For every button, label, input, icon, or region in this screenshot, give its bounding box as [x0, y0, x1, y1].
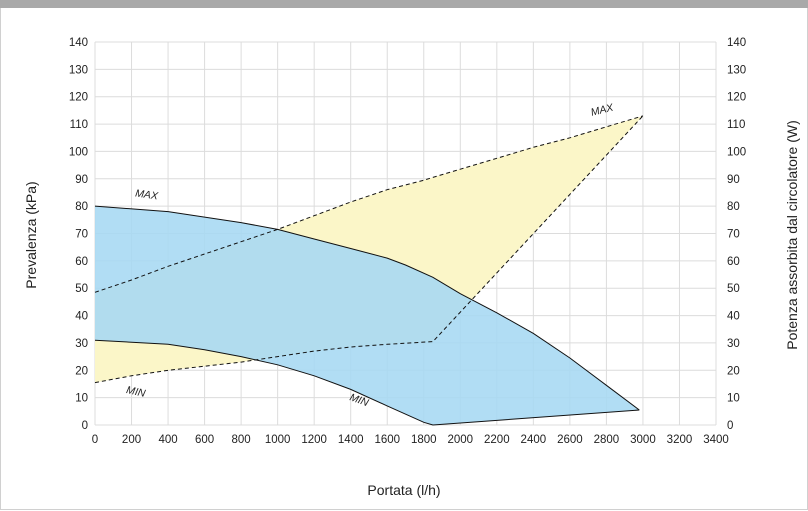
- head-max-line: [94, 205, 640, 411]
- x-tick-label: 2000: [447, 434, 473, 446]
- x-axis-title: Portata (l/h): [367, 482, 440, 498]
- y-tick-label-left: 60: [75, 256, 88, 268]
- power-max-label: MAX: [590, 101, 616, 118]
- x-tick-label: 1600: [374, 434, 400, 446]
- x-tick-label: 3000: [630, 434, 656, 446]
- y-tick-label-right: 0: [727, 420, 733, 432]
- y-axis-title-right: Potenza assorbita dal circolatore (W): [784, 120, 800, 350]
- x-tick-label: 2200: [484, 434, 510, 446]
- x-tick-label: 400: [158, 434, 177, 446]
- y-tick-label-left: 70: [75, 229, 88, 241]
- y-tick-label-right: 90: [727, 174, 740, 186]
- power-min-line: [94, 115, 644, 384]
- x-tick-label: 1800: [411, 434, 437, 446]
- head-area: [95, 206, 640, 425]
- y-tick-label-left: 0: [82, 420, 88, 432]
- power-max-line: [94, 115, 644, 293]
- y-tick-label-right: 100: [727, 146, 746, 158]
- head-min-line: [94, 339, 640, 426]
- x-tick-label: 1200: [301, 434, 327, 446]
- x-tick-label: 1000: [265, 434, 291, 446]
- y-tick-label-left: 140: [69, 37, 88, 49]
- x-tick-label: 2600: [557, 434, 583, 446]
- y-tick-label-right: 110: [727, 119, 745, 131]
- y-tick-label-left: 120: [69, 92, 88, 104]
- y-tick-label-left: 130: [69, 64, 88, 76]
- y-tick-label-right: 140: [727, 37, 746, 49]
- y-tick-label-right: 30: [727, 338, 740, 350]
- x-tick-label: 1400: [338, 434, 364, 446]
- y-tick-label-right: 60: [727, 256, 740, 268]
- y-tick-label-right: 120: [727, 92, 746, 104]
- y-tick-label-left: 100: [69, 146, 88, 158]
- y-tick-label-right: 20: [727, 365, 740, 377]
- y-tick-label-right: 130: [727, 64, 746, 76]
- y-tick-label-left: 30: [75, 338, 88, 350]
- y-tick-label-left: 10: [75, 393, 88, 405]
- y-tick-label-right: 10: [727, 393, 740, 405]
- y-tick-label-left: 110: [70, 119, 88, 131]
- top-bar: [0, 0, 808, 8]
- y-tick-label-left: 50: [75, 283, 88, 295]
- x-tick-label: 800: [232, 434, 251, 446]
- x-tick-label: 2800: [594, 434, 620, 446]
- y-tick-label-left: 40: [75, 311, 88, 323]
- x-tick-label: 200: [122, 434, 141, 446]
- x-tick-label: 3200: [667, 434, 693, 446]
- x-tick-label: 600: [195, 434, 214, 446]
- y-tick-label-right: 50: [727, 283, 740, 295]
- power-min-label: MIN: [125, 384, 147, 400]
- y-tick-label-left: 90: [75, 174, 88, 186]
- x-tick-label: 0: [92, 434, 98, 446]
- head-max-label: MAX: [134, 187, 159, 202]
- x-tick-label: 3400: [703, 434, 729, 446]
- y-tick-label-right: 70: [727, 229, 740, 241]
- y-tick-label-right: 40: [727, 311, 740, 323]
- y-tick-label-right: 80: [727, 201, 740, 213]
- x-tick-label: 2400: [521, 434, 547, 446]
- y-axis-title-left: Prevalenza (kPa): [23, 181, 39, 288]
- y-tick-label-left: 80: [75, 201, 88, 213]
- y-tick-label-left: 20: [75, 365, 88, 377]
